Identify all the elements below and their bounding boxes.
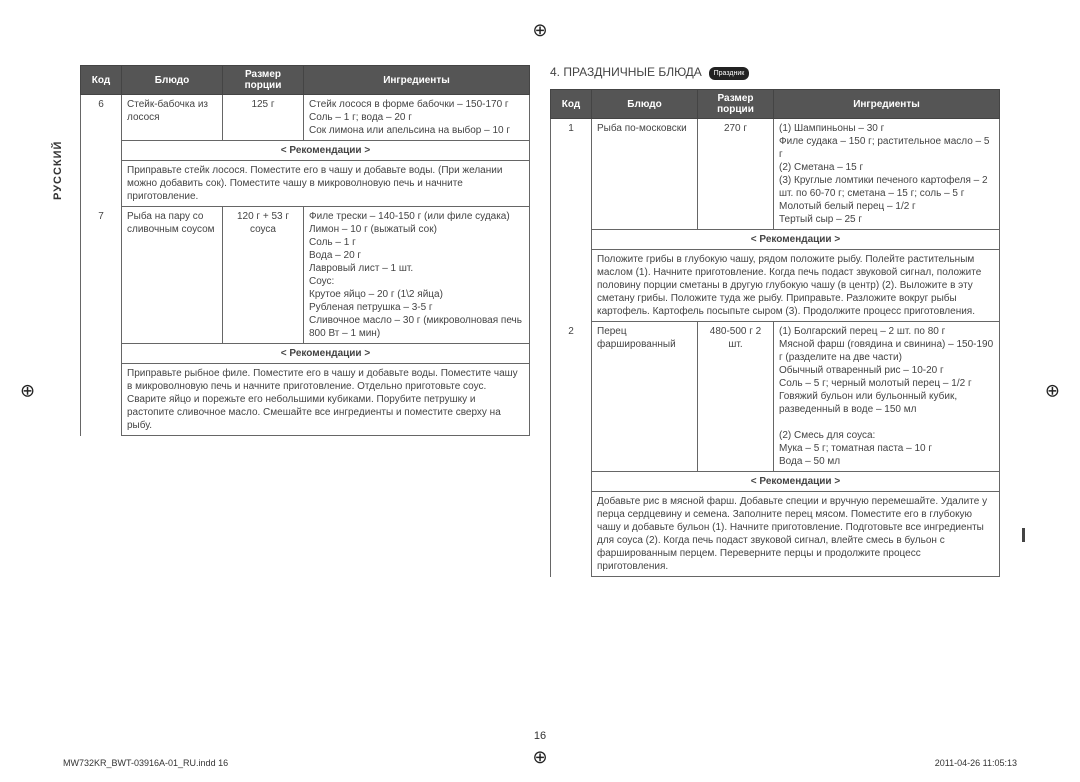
table-row: 2 Перец фаршированный 480-500 г 2 шт. (1…	[551, 322, 1000, 472]
rec-text-row: Приправьте стейк лосося. Поместите его в…	[81, 161, 530, 207]
cell-code: 6	[81, 95, 122, 207]
th-dish: Блюдо	[122, 66, 223, 95]
page-content: Код Блюдо Размер порции Ингредиенты 6 Ст…	[80, 65, 1000, 577]
left-column: Код Блюдо Размер порции Ингредиенты 6 Ст…	[80, 65, 530, 577]
cell-ingredients: (1) Шампиньоны – 30 г Филе судака – 150 …	[774, 119, 1000, 230]
right-recipe-table: Код Блюдо Размер порции Ингредиенты 1 Ры…	[550, 89, 1000, 577]
rec-text-row: Приправьте рыбное филе. Поместите его в …	[81, 364, 530, 436]
rec-header-row: < Рекомендации >	[81, 344, 530, 364]
holiday-badge: Праздник	[709, 67, 750, 80]
cell-ingredients: Филе трески – 140-150 г (или филе судака…	[304, 207, 530, 344]
section-heading-row: 4. ПРАЗДНИЧНЫЕ БЛЮДА Праздник	[550, 65, 1000, 85]
language-side-label: РУССКИЙ	[52, 141, 64, 200]
cell-dish: Рыба на пару со сливочным соусом	[122, 207, 223, 344]
table-row: 1 Рыба по-московски 270 г (1) Шампиньоны…	[551, 119, 1000, 230]
right-column: 4. ПРАЗДНИЧНЫЕ БЛЮДА Праздник Код Блюдо …	[550, 65, 1000, 577]
rec-text: Положите грибы в глубокую чашу, рядом по…	[592, 250, 1000, 322]
rec-text-row: Положите грибы в глубокую чашу, рядом по…	[551, 250, 1000, 322]
th-ingredients: Ингредиенты	[774, 90, 1000, 119]
th-ingredients: Ингредиенты	[304, 66, 530, 95]
th-code: Код	[551, 90, 592, 119]
cell-code: 2	[551, 322, 592, 577]
cell-size: 120 г + 53 г соуса	[223, 207, 304, 344]
cell-ingredients: (1) Болгарский перец – 2 шт. по 80 г Мяс…	[774, 322, 1000, 472]
table-row: 7 Рыба на пару со сливочным соусом 120 г…	[81, 207, 530, 344]
rec-text-row: Добавьте рис в мясной фарш. Добавьте спе…	[551, 492, 1000, 577]
registration-mark-left: ⊕	[20, 381, 35, 402]
page-number: 16	[534, 730, 546, 742]
rec-header-row: < Рекомендации >	[81, 141, 530, 161]
cell-dish: Рыба по-московски	[592, 119, 698, 230]
rec-text: Приправьте рыбное филе. Поместите его в …	[122, 364, 530, 436]
rec-text: Добавьте рис в мясной фарш. Добавьте спе…	[592, 492, 1000, 577]
cell-code: 1	[551, 119, 592, 322]
th-code: Код	[81, 66, 122, 95]
table-row: 6 Стейк-бабочка из лосося 125 г Стейк ло…	[81, 95, 530, 141]
cell-dish: Стейк-бабочка из лосося	[122, 95, 223, 141]
registration-mark-bottom: ⊕	[532, 747, 547, 768]
rec-text: Приправьте стейк лосося. Поместите его в…	[122, 161, 530, 207]
registration-mark-top: ⊕	[532, 20, 547, 41]
rec-header: < Рекомендации >	[592, 472, 1000, 492]
rec-header-row: < Рекомендации >	[551, 472, 1000, 492]
section-title: 4. ПРАЗДНИЧНЫЕ БЛЮДА	[550, 65, 702, 79]
rec-header-row: < Рекомендации >	[551, 230, 1000, 250]
cell-ingredients: Стейк лосося в форме бабочки – 150-170 г…	[304, 95, 530, 141]
right-tick-mark	[1022, 528, 1025, 542]
th-size: Размер порции	[223, 66, 304, 95]
registration-mark-right: ⊕	[1045, 381, 1060, 402]
footer-right: 2011-04-26 11:05:13	[935, 758, 1017, 768]
th-dish: Блюдо	[592, 90, 698, 119]
rec-header: < Рекомендации >	[592, 230, 1000, 250]
rec-header: < Рекомендации >	[122, 344, 530, 364]
table-header-row: Код Блюдо Размер порции Ингредиенты	[551, 90, 1000, 119]
cell-size: 125 г	[223, 95, 304, 141]
left-recipe-table: Код Блюдо Размер порции Ингредиенты 6 Ст…	[80, 65, 530, 436]
rec-header: < Рекомендации >	[122, 141, 530, 161]
th-size: Размер порции	[698, 90, 774, 119]
cell-dish: Перец фаршированный	[592, 322, 698, 472]
cell-code: 7	[81, 207, 122, 436]
cell-size: 270 г	[698, 119, 774, 230]
footer-left: MW732KR_BWT-03916A-01_RU.indd 16	[63, 758, 228, 768]
table-header-row: Код Блюдо Размер порции Ингредиенты	[81, 66, 530, 95]
cell-size: 480-500 г 2 шт.	[698, 322, 774, 472]
